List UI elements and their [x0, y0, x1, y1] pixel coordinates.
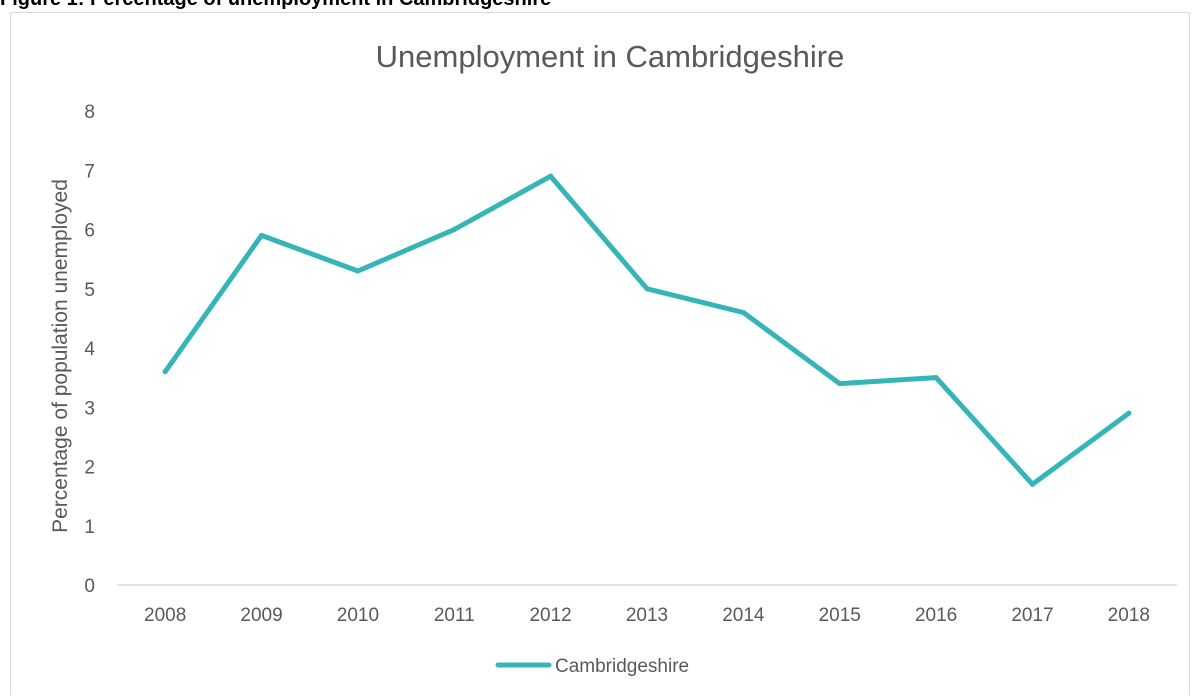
data-point	[1126, 410, 1132, 416]
data-point	[162, 369, 168, 375]
y-tick-label: 7	[84, 161, 95, 182]
x-tick-label: 2015	[819, 605, 861, 626]
y-tick-label: 0	[84, 576, 95, 597]
y-tick-label: 3	[84, 398, 95, 419]
data-point	[837, 381, 843, 387]
y-tick-label: 2	[84, 458, 95, 479]
data-point	[1029, 481, 1035, 487]
y-axis-ticks: 0 1 2 3 4 5 6 7 8	[84, 102, 95, 597]
x-tick-label: 2014	[722, 605, 765, 626]
x-tick-label: 2011	[434, 605, 475, 626]
data-point	[259, 232, 265, 238]
legend-label-cambridgeshire: Cambridgeshire	[555, 656, 689, 677]
series-lines	[162, 173, 1132, 487]
figure-heading: Figure 1: Percentage of unemployment in …	[0, 0, 551, 12]
x-tick-label: 2018	[1108, 605, 1150, 626]
x-tick-label: 2017	[1011, 605, 1053, 626]
data-point	[548, 173, 554, 179]
x-tick-label: 2012	[529, 605, 571, 626]
data-point	[933, 375, 939, 381]
y-tick-label: 1	[84, 517, 95, 538]
x-tick-label: 2010	[337, 605, 379, 626]
y-tick-label: 8	[84, 102, 95, 123]
y-axis-title: Percentage of population unemployed	[49, 179, 72, 533]
x-tick-label: 2016	[915, 605, 957, 626]
data-point	[355, 268, 361, 274]
legend: Cambridgeshire	[495, 656, 689, 677]
chart-area: Unemployment in Cambridgeshire Percentag…	[10, 12, 1190, 695]
x-axis-ticks: 2008 2009 2010 2011 2012 2013 2014 2015 2016 2017…	[144, 605, 1150, 626]
series-line-cambridgeshire	[162, 173, 1132, 487]
x-tick-label: 2013	[626, 605, 668, 626]
y-tick-label: 4	[84, 339, 95, 360]
line-chart: Unemployment in Cambridgeshire Percentag…	[49, 39, 1177, 677]
data-point	[644, 286, 650, 292]
x-tick-label: 2008	[144, 605, 186, 626]
y-tick-label: 6	[84, 221, 95, 242]
data-point	[740, 309, 746, 315]
y-tick-label: 5	[84, 280, 95, 301]
data-point	[451, 227, 457, 232]
chart-title: Unemployment in Cambridgeshire	[376, 39, 845, 74]
x-tick-label: 2009	[240, 605, 282, 626]
